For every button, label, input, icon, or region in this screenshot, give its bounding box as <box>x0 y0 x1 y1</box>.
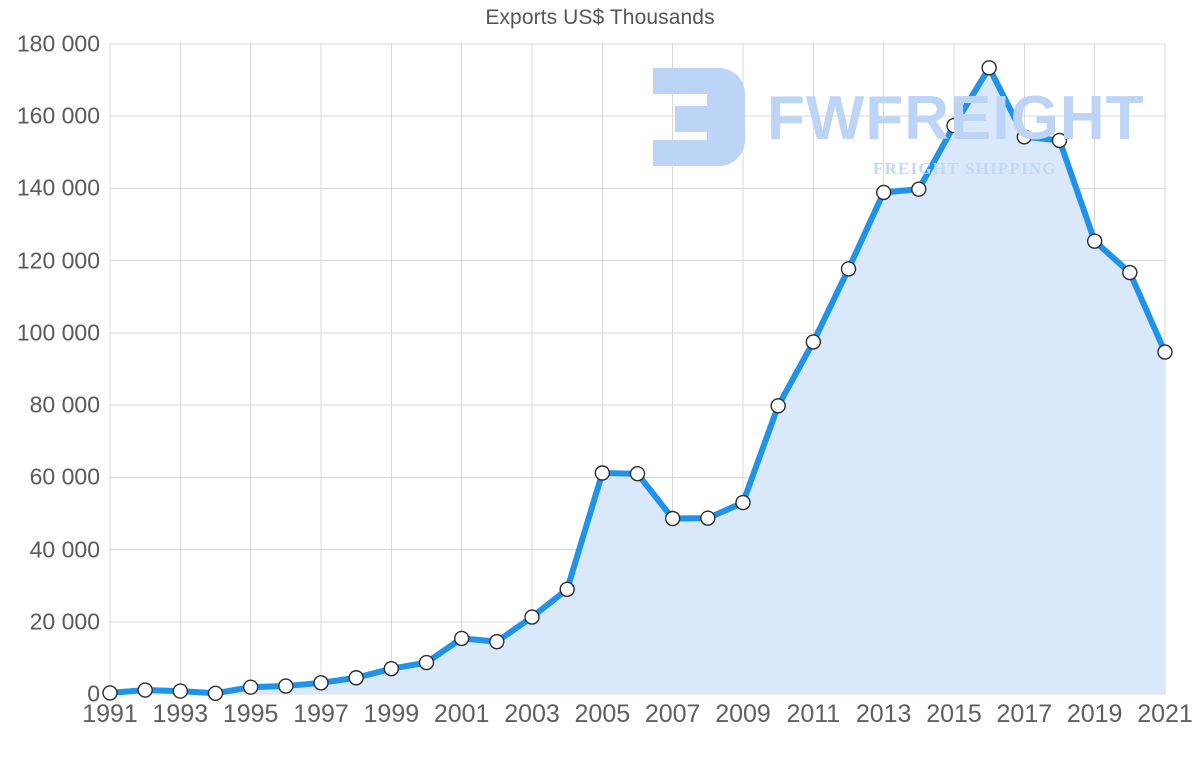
x-axis-tick-label: 2003 <box>504 700 560 728</box>
data-point-marker[interactable] <box>700 510 716 526</box>
x-axis-tick-label: 2017 <box>996 700 1053 728</box>
data-point-marker[interactable] <box>418 654 435 671</box>
x-axis-tick-label: 2005 <box>574 700 631 728</box>
x-axis-tick-label: 1999 <box>363 700 420 728</box>
data-point-marker[interactable] <box>559 581 575 597</box>
x-axis-tick-labels: 1991 1993 1995 1997 1999 2001 2003 2005 2007 2009… <box>82 700 1193 750</box>
y-axis-tick-label: 80 000 <box>29 391 100 418</box>
chart-title: Exports US$ Thousands <box>485 6 715 29</box>
data-point-marker[interactable] <box>242 679 259 695</box>
data-point-marker[interactable] <box>313 675 329 691</box>
data-point-marker[interactable] <box>1086 233 1103 249</box>
data-point-markers <box>102 60 1173 701</box>
y-axis-tick-label: 140 000 <box>16 174 100 201</box>
y-axis-tick-label: 60 000 <box>29 463 100 490</box>
x-axis-tick-label: 2007 <box>644 700 701 728</box>
data-point-marker[interactable] <box>1016 129 1033 145</box>
data-point-marker[interactable] <box>911 181 927 197</box>
x-axis-tick-label: 2015 <box>926 700 982 728</box>
y-axis-tick-label: 100 000 <box>16 319 100 346</box>
y-axis-tick-label: 20 000 <box>29 608 100 635</box>
x-axis-tick-label: 2021 <box>1137 700 1193 728</box>
plot-area <box>102 43 1173 701</box>
data-point-marker[interactable] <box>735 494 751 511</box>
data-point-marker[interactable] <box>770 398 786 414</box>
y-axis-tick-label: 120 000 <box>16 247 100 274</box>
data-point-marker[interactable] <box>524 609 540 625</box>
exports-area-fill <box>110 67 1165 694</box>
x-axis-tick-label: 2009 <box>715 700 771 728</box>
data-point-marker[interactable] <box>453 630 470 647</box>
data-point-marker[interactable] <box>383 661 400 677</box>
x-axis-tick-label: 2011 <box>786 700 841 728</box>
data-point-marker[interactable] <box>840 261 857 277</box>
x-axis-tick-label: 1993 <box>152 700 209 728</box>
data-point-marker[interactable] <box>664 510 681 527</box>
data-point-marker[interactable] <box>278 678 294 694</box>
data-point-marker[interactable] <box>348 670 364 686</box>
y-axis-tick-label: 160 000 <box>16 102 100 129</box>
plot-svg <box>102 43 1173 701</box>
data-point-marker[interactable] <box>981 60 997 76</box>
data-point-marker[interactable] <box>594 465 611 481</box>
y-axis-tick-label: 0 <box>87 680 100 707</box>
data-point-marker[interactable] <box>207 685 224 701</box>
x-axis-tick-label: 2019 <box>1066 700 1123 728</box>
x-axis-tick-label: 2001 <box>433 700 490 728</box>
data-point-marker[interactable] <box>1157 344 1173 360</box>
data-point-marker[interactable] <box>172 683 189 699</box>
x-axis-tick-label: 1995 <box>222 700 279 728</box>
data-point-marker[interactable] <box>489 633 505 650</box>
y-axis-tick-label: 40 000 <box>29 536 100 563</box>
data-point-marker[interactable] <box>805 334 822 350</box>
y-axis-tick-labels: 0 20 000 40 000 60 000 80 000 100 000 120 000 1… <box>0 31 100 707</box>
data-point-marker[interactable] <box>1122 264 1138 281</box>
y-axis-tick-label: 180 000 <box>16 30 100 57</box>
data-point-marker[interactable] <box>629 466 646 482</box>
x-axis-tick-label: 1997 <box>293 700 349 728</box>
data-point-marker[interactable] <box>1051 132 1068 149</box>
data-point-marker[interactable] <box>946 117 962 134</box>
data-point-marker[interactable] <box>875 184 892 201</box>
x-axis-tick-label: 2013 <box>855 700 912 728</box>
data-point-marker[interactable] <box>137 682 153 698</box>
x-axis-tick-label: 1991 <box>82 700 138 728</box>
data-point-marker[interactable] <box>102 685 118 701</box>
